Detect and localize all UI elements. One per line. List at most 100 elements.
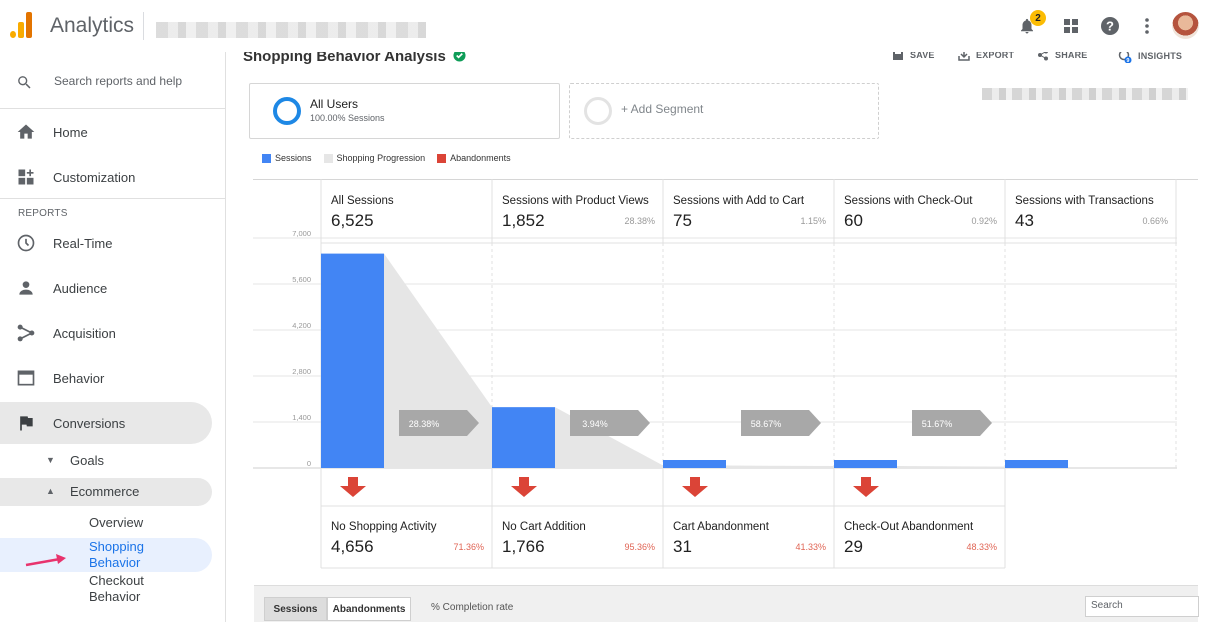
reports-section-label: REPORTS <box>18 208 68 219</box>
insights-badge: 9 <box>1126 58 1129 63</box>
abandonment-arrow-icon <box>853 477 879 497</box>
shopping-funnel-chart: 0 1,400 2,800 4,200 5,600 7,000 28.38% 3.94% 58.… <box>253 179 1198 569</box>
nav-checkout-behavior[interactable]: Checkout Behavior <box>89 573 144 604</box>
date-range-selector[interactable] <box>982 88 1188 100</box>
nav-home[interactable]: Home <box>0 111 212 153</box>
nav-label: Conversions <box>53 415 126 431</box>
progression-rate-label: 28.38% <box>409 419 440 429</box>
help-icon[interactable]: ? <box>1097 13 1123 39</box>
progression-arrow <box>399 410 479 436</box>
legend-item-abandonments: Abandonments <box>437 153 511 163</box>
legend-swatch <box>323 153 333 163</box>
legend-label: Shopping Progression <box>336 153 426 163</box>
progression-area <box>897 466 1005 468</box>
page-title: Shopping Behavior Analysis <box>243 48 446 65</box>
abandonment-percentage: 48.33% <box>966 542 997 552</box>
stage-title: Sessions with Add to Cart <box>673 195 805 207</box>
stage-percentage: 1.15% <box>800 216 826 226</box>
abandonment-value: 31 <box>673 537 692 556</box>
chart-legend: Sessions Shopping Progression Abandonmen… <box>262 153 511 163</box>
add-segment-button[interactable]: + Add Segment <box>569 83 879 139</box>
stage-title: Sessions with Transactions <box>1015 195 1154 207</box>
save-icon <box>893 50 903 60</box>
nav-goals[interactable]: ▼ Goals <box>0 447 212 475</box>
sidebar: Search reports and help Home Customizati… <box>0 52 226 622</box>
stage-value: 75 <box>673 211 692 230</box>
abandonment-percentage: 41.33% <box>795 542 826 552</box>
search-reports-field[interactable]: Search reports and help <box>0 60 226 104</box>
nav-label: Customization <box>53 169 136 185</box>
user-avatar[interactable] <box>1172 12 1199 39</box>
nav-conversions[interactable]: Conversions <box>0 402 212 444</box>
sessions-bar <box>834 460 897 468</box>
nav-ecommerce[interactable]: ▲ Ecommerce <box>0 478 212 506</box>
sessions-bar <box>492 407 555 468</box>
abandonment-title: Check-Out Abandonment <box>844 521 974 533</box>
acquisition-icon <box>17 324 35 342</box>
share-label: SHARE <box>1055 50 1088 60</box>
abandonment-arrow-icon <box>682 477 708 497</box>
add-segment-label: + Add Segment <box>621 102 704 116</box>
account-selector[interactable] <box>156 22 426 38</box>
y-tick-label: 2,800 <box>292 367 311 376</box>
pointer-arrow-icon <box>25 554 66 567</box>
analytics-logo-icon[interactable] <box>10 12 34 38</box>
export-label: EXPORT <box>976 50 1015 60</box>
progression-rate-label: 58.67% <box>751 419 782 429</box>
legend-item-progression: Shopping Progression <box>323 153 426 163</box>
nav-label: Ecommerce <box>70 484 140 499</box>
person-icon <box>19 281 33 295</box>
progression-arrow <box>912 410 992 436</box>
app-title: Analytics <box>50 14 135 37</box>
abandonment-percentage: 95.36% <box>624 542 655 552</box>
nav-realtime[interactable]: Real-Time <box>0 222 212 264</box>
nav-customization[interactable]: Customization <box>0 156 212 198</box>
save-button[interactable]: SAVE <box>892 49 935 61</box>
segment-name: All Users <box>310 97 359 111</box>
flag-icon <box>20 416 33 431</box>
table-search-input[interactable]: Search <box>1085 596 1199 617</box>
stage-value: 60 <box>844 211 863 230</box>
behavior-icon <box>17 370 35 386</box>
y-tick-label: 7,000 <box>292 229 311 238</box>
legend-swatch <box>262 153 271 163</box>
more-vert-icon[interactable] <box>1134 13 1160 39</box>
verified-check-icon <box>453 49 466 62</box>
nav-behavior[interactable]: Behavior <box>0 357 212 399</box>
insights-label: INSIGHTS <box>1138 51 1183 61</box>
legend-label: Sessions <box>275 153 312 163</box>
segment-ring-icon <box>273 97 301 125</box>
sessions-toggle-button[interactable]: Sessions <box>264 597 327 621</box>
nav-overview[interactable]: Overview <box>89 515 144 530</box>
empty-segment-ring-icon <box>584 97 612 125</box>
search-icon <box>18 76 31 89</box>
y-tick-label: 5,600 <box>292 275 311 284</box>
progression-area <box>726 465 834 468</box>
abandonment-arrow-icon <box>340 477 366 497</box>
y-tick-label: 1,400 <box>292 413 311 422</box>
notification-count-badge: 2 <box>1030 10 1046 26</box>
apps-grid-icon[interactable] <box>1058 13 1084 39</box>
caret-up-icon: ▲ <box>46 486 55 496</box>
stage-percentage: 28.38% <box>624 216 655 226</box>
nav-label: Acquisition <box>53 325 116 341</box>
nav-label: Goals <box>70 453 104 468</box>
sessions-bar <box>1005 460 1068 468</box>
nav-acquisition[interactable]: Acquisition <box>0 312 212 354</box>
abandonment-title: No Cart Addition <box>502 521 586 533</box>
abandonment-title: No Shopping Activity <box>331 521 437 533</box>
nav-audience[interactable]: Audience <box>0 267 212 309</box>
nav-shopping-behavior[interactable]: Shopping Behavior <box>89 539 144 570</box>
segment-card-all-users[interactable]: All Users 100.00% Sessions <box>249 83 560 139</box>
stage-title: All Sessions <box>331 195 394 207</box>
completion-rate-label[interactable]: % Completion rate <box>431 602 514 613</box>
legend-label: Abandonments <box>450 153 511 163</box>
abandonments-toggle-button[interactable]: Abandonments <box>327 597 411 621</box>
top-bar: Analytics 2 ? <box>0 0 1206 52</box>
abandonment-arrow-icon <box>511 477 537 497</box>
stage-value: 43 <box>1015 211 1034 230</box>
divider <box>0 198 226 199</box>
notifications-bell-icon[interactable] <box>1014 13 1040 39</box>
search-placeholder: Search reports and help <box>54 74 183 88</box>
